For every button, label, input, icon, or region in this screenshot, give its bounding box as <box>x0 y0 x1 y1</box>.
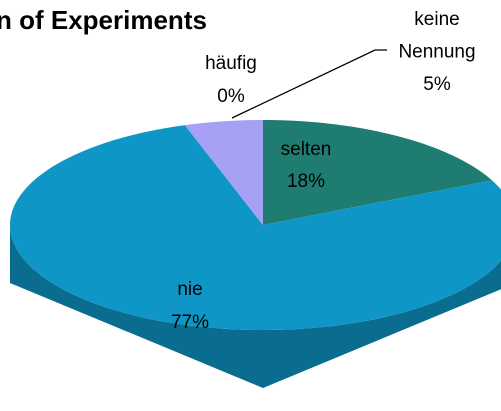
category-label: nie <box>177 279 202 300</box>
leader-line <box>231 49 387 119</box>
slice <box>263 120 492 225</box>
category-label: selten <box>281 139 332 160</box>
category-label: keine Nennung <box>398 9 475 62</box>
value-label: 18% <box>287 171 325 192</box>
value-label: 77% <box>171 312 209 333</box>
category-label: häufig <box>205 53 257 74</box>
slice-side <box>10 225 501 388</box>
value-label: 0% <box>217 86 245 107</box>
value-label: 5% <box>423 74 451 95</box>
slice <box>184 120 263 225</box>
slice <box>10 125 501 330</box>
chart-title: n of Experiments <box>0 5 207 35</box>
